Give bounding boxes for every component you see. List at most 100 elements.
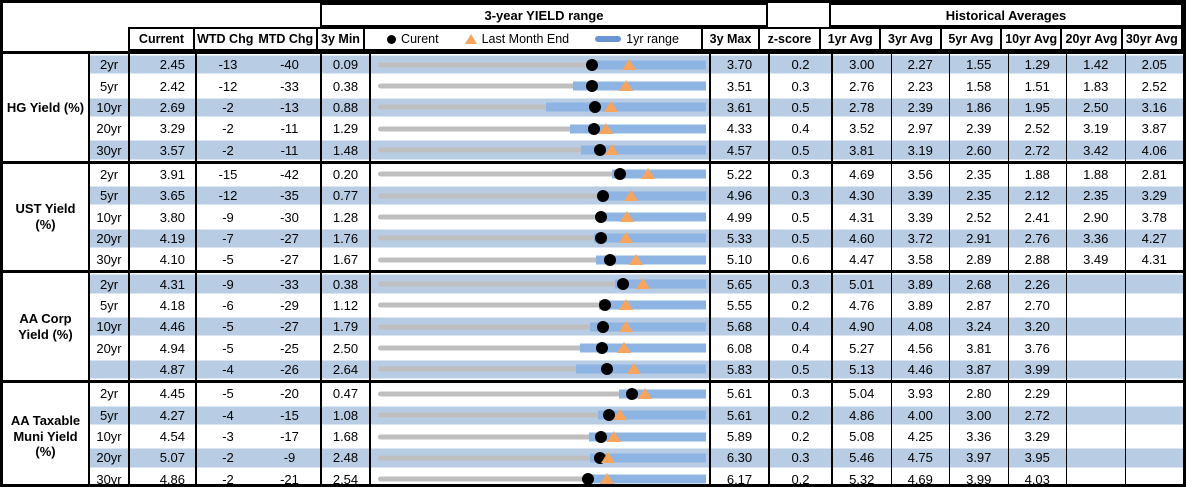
range-bar-1yr [576,364,706,374]
avg-cell-3: 3.99 [950,468,1009,484]
range-bar-icon [595,36,622,42]
last-month-marker [598,122,613,134]
avg-cell-4: 2.52 [1009,118,1067,140]
mtd-chg-cell: -27 [259,316,322,338]
last-month-marker [620,211,635,223]
3y-min-cell: 0.20 [322,163,371,186]
current-marker [595,342,608,355]
current-marker [597,189,610,202]
col-header-10yr-avg: 10yr Avg [999,27,1063,51]
avg-cell-3: 3.87 [950,358,1009,381]
avg-cell-3: 3.97 [950,447,1009,469]
3y-min-cell: 0.47 [322,383,371,405]
range-chart-plot [378,54,706,75]
table-row: 5yr 4.18 -6 -29 1.12 5.55 0.2 4.76 3.89 2.87 2.70 [90,294,1183,317]
range-track-3y [378,126,706,132]
table-row: 10yr 4.46 -5 -27 1.79 5.68 0.4 4.90 4.08 3.24 3.20 [90,316,1184,338]
avg-cell-4: 2.72 [1009,404,1067,426]
3y-min-cell: 1.68 [322,425,371,448]
avg-cell-5 [1067,358,1126,381]
tenor-cell: 2yr [90,383,130,405]
range-bar-1yr [615,279,706,289]
avg-cell-3: 2.60 [950,139,1009,161]
wtd-chg-cell: -5 [222,386,234,402]
mtd-chg-cell: -40 [259,54,322,76]
3y-max-cell: 5.61 [711,404,770,426]
avg-cell-6: 2.05 [1141,57,1167,73]
mtd-chg-cell: -33 [259,273,322,295]
tenor-cell: 5yr [90,185,130,207]
avg-cell-1: 4.47 [833,249,892,271]
table-body: HG Yield (%) 2yr 2.45 -13 -40 0.09 3.70 0.2 3.00… [3,54,1184,487]
last-month-marker [621,58,636,70]
avg-cell-4: 4.03 [1009,468,1067,484]
range-chart-plot [378,75,706,96]
group-rows: 2yr 4.45 -5 -20 0.47 5.61 0.3 5.04 3.93 2.80 2.29 5… [90,383,1183,487]
range-track-3y [378,171,706,177]
3y-max-cell: 5.83 [711,358,770,381]
avg-cell-3: 1.55 [950,54,1009,76]
zscore-cell: 0.3 [770,75,833,97]
mtd-chg-cell: -42 [259,163,322,186]
wtd-chg-cell: -4 [222,361,234,377]
3y-min-cell: 2.48 [322,447,371,469]
avg-cell-6: 4.27 [1141,230,1167,246]
avg-cell-1: 5.08 [833,425,892,448]
group-rows: 2yr 2.45 -13 -40 0.09 3.70 0.2 3.00 2.27 1.55 1.29… [90,54,1183,161]
mtd-chg-cell: -26 [259,358,322,381]
zscore-cell: 0.5 [770,139,833,161]
wtd-chg-cell: -9 [222,209,234,225]
zscore-cell: 0.6 [770,249,833,271]
range-chart-cell [371,337,711,359]
avg-cell-3: 3.81 [950,337,1009,359]
wtd-chg-cell: -5 [222,252,234,268]
avg-cell-1: 2.76 [833,75,892,97]
last-month-marker [619,232,634,244]
avg-cell-1: 5.13 [833,358,892,381]
3y-min-cell: 1.29 [322,118,371,140]
avg-cell-3: 2.80 [950,383,1009,405]
table-row: 20yr 4.19 -7 -27 1.76 5.33 0.5 4.60 3.72 2.91 2.76… [90,227,1183,250]
avg-cell-2: 3.72 [892,227,950,250]
table-row: 5yr 3.65 -12 -35 0.77 4.96 0.3 4.30 3.39 2.35 2.12… [90,185,1183,207]
table-row: 10yr 4.54 -3 -17 1.68 5.89 0.2 5.08 4.25 3.36 3.29 [90,425,1183,448]
range-track-3y [378,193,706,199]
avg-cell-6 [1126,316,1184,337]
header-band-titles: 3-year YIELD range Historical Averages [3,3,1183,27]
range-chart-plot [378,295,706,316]
range-chart-cell [371,425,711,448]
last-month-marker [636,278,651,290]
mtd-chg-cell: -35 [259,185,322,207]
avg-cell-4: 3.76 [1009,337,1067,359]
avg-cell-5: 2.50 [1067,96,1126,119]
group-rows: 2yr 4.31 -9 -33 0.38 5.65 0.3 5.01 3.89 2.68 2.26 5… [90,273,1184,381]
legend-item-1yr-range: 1yr range [595,32,679,46]
tenor-cell: 10yr [90,316,130,338]
current-cell: 3.91 [130,163,197,186]
wtd-chg-cell: -13 [218,57,238,73]
mtd-chg-cell: -17 [259,425,322,448]
historical-averages-title: Historical Averages [829,3,1183,27]
last-month-marker [604,101,619,113]
avg-cell-6 [1126,273,1184,294]
avg-cell-3: 2.39 [950,118,1009,140]
range-track-3y [378,324,706,330]
avg-cell-2: 3.89 [892,273,950,295]
group-rows: 2yr 3.91 -15 -42 0.20 5.22 0.3 4.69 3.56 2.35 1.88… [90,163,1183,271]
wtd-chg-cell: -2 [222,471,234,487]
table-row: 2yr 3.91 -15 -42 0.20 5.22 0.3 4.69 3.56 2.35 1.88… [90,163,1183,186]
range-chart-cell [371,96,711,119]
range-track-3y [378,83,706,89]
range-chart-cell [371,404,711,426]
range-chart-cell [371,227,711,250]
avg-cell-2: 4.46 [892,358,950,381]
col-header-wtd: WTD Chg [197,32,254,46]
range-track-3y [378,281,706,287]
col-header-30yr-avg: 30yr Avg [1120,27,1183,51]
wtd-chg-cell: -12 [218,78,238,94]
current-marker [594,430,607,443]
mtd-chg-cell: -11 [259,139,322,161]
table-row: 5yr 2.42 -12 -33 0.38 3.51 0.3 2.76 2.23 1.58 1.51… [90,75,1183,97]
tenor-cell: 10yr [90,206,130,228]
avg-cell-6: 4.31 [1141,252,1167,268]
